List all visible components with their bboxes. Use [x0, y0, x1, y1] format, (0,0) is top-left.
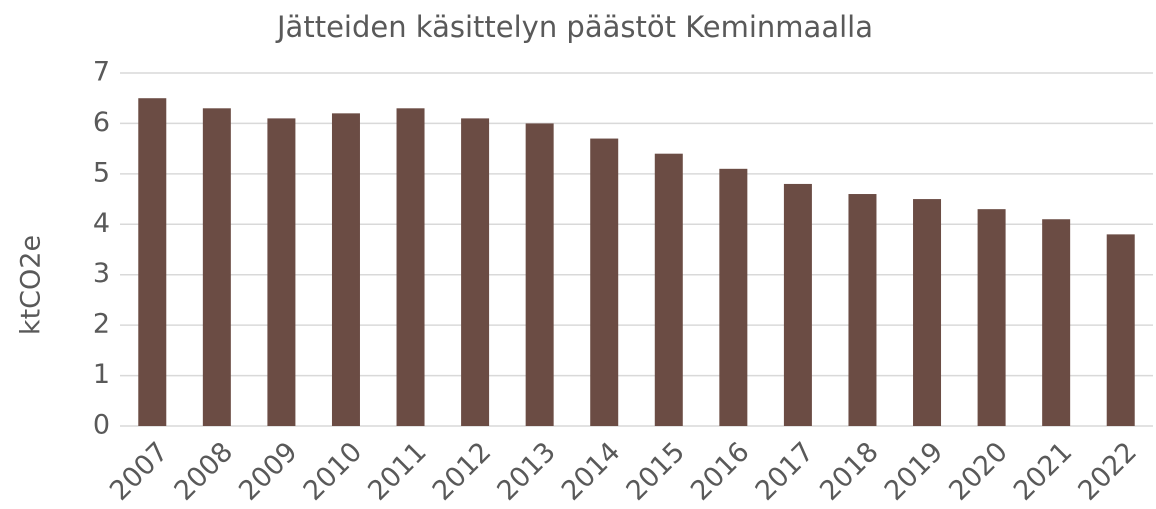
- y-tick-label: 4: [93, 208, 110, 239]
- bar: [848, 194, 877, 426]
- y-axis-label: ktCO2e: [16, 235, 47, 335]
- x-tick-label: 2014: [556, 436, 627, 507]
- bar: [202, 108, 231, 427]
- bar: [525, 123, 554, 426]
- y-tick-label: 5: [93, 157, 110, 188]
- bar: [913, 199, 942, 426]
- bar: [1106, 234, 1135, 426]
- y-tick-label: 2: [93, 309, 110, 340]
- bar: [783, 183, 812, 426]
- bar: [719, 168, 748, 427]
- y-tick-label: 7: [93, 57, 110, 88]
- bar: [267, 118, 296, 426]
- x-tick-label: 2008: [169, 436, 240, 507]
- y-tick-label: 0: [93, 410, 110, 441]
- x-tick-label: 2012: [427, 436, 498, 507]
- chart-title: Jätteiden käsittelyn päästöt Keminmaalla: [275, 10, 873, 44]
- bar: [138, 98, 167, 426]
- x-tick-label: 2017: [750, 436, 821, 507]
- x-tick-label: 2013: [491, 436, 562, 507]
- x-tick-label: 2010: [298, 436, 369, 507]
- bar: [590, 138, 619, 427]
- x-tick-label: 2009: [233, 436, 304, 507]
- y-tick-label: 1: [93, 359, 110, 390]
- x-tick-label: 2019: [879, 436, 950, 507]
- x-tick-label: 2011: [362, 436, 433, 507]
- x-tick-label: 2007: [104, 436, 175, 507]
- bar: [1042, 219, 1071, 426]
- bar: [396, 108, 425, 427]
- x-tick-label: 2016: [685, 436, 756, 507]
- x-tick-label: 2021: [1008, 436, 1079, 507]
- x-tick-label: 2015: [621, 436, 692, 507]
- bar: [654, 153, 683, 426]
- x-tick-label: 2020: [943, 436, 1014, 507]
- y-tick-label: 6: [93, 107, 110, 138]
- bar: [977, 209, 1006, 426]
- x-tick-label: 2018: [814, 436, 885, 507]
- bar: [331, 113, 360, 426]
- bar: [461, 118, 490, 426]
- x-tick-label: 2022: [1072, 436, 1143, 507]
- y-tick-label: 3: [93, 258, 110, 289]
